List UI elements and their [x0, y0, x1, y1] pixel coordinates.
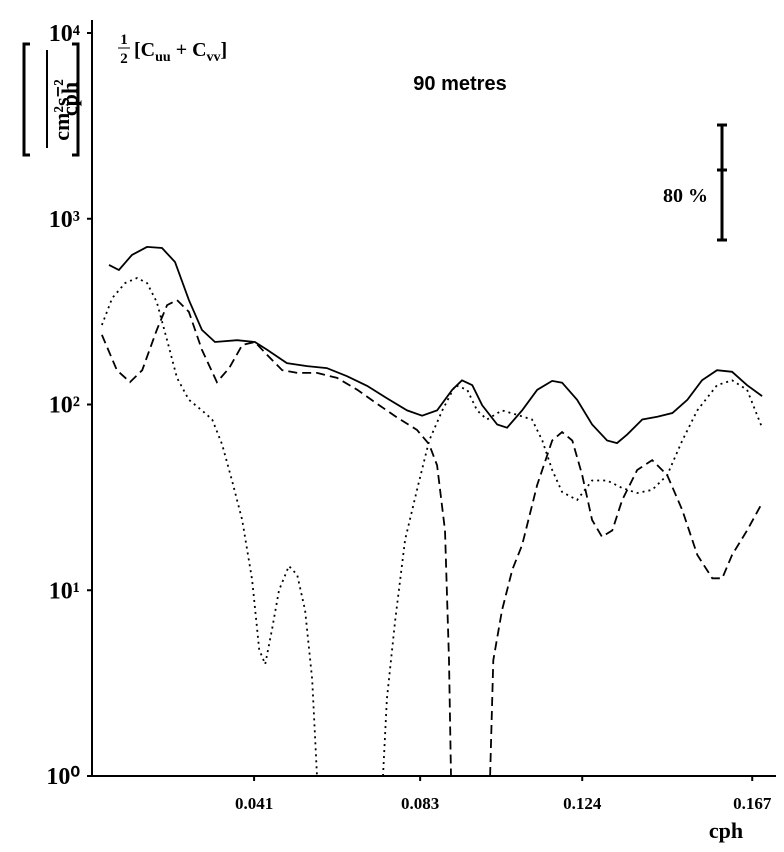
x-axis-label: cph [709, 818, 743, 843]
line-series [108, 245, 763, 445]
y-tick-label: 10³ [49, 207, 80, 233]
y-axis-label: cm²s⁻² cph [22, 42, 82, 157]
y-label-num: cm²s⁻² [49, 79, 74, 141]
confidence-label: 80 % [663, 185, 708, 207]
formula-part: + C [171, 39, 207, 61]
formula-part: vv [207, 50, 221, 65]
x-tick-label: 0.041 [235, 794, 273, 813]
formula-part: uu [155, 50, 171, 65]
y-tick-label: 10⁰ [46, 764, 80, 790]
bracket [22, 42, 80, 157]
y-tick-label: 10⁴ [49, 21, 80, 47]
formula-num: 1 [120, 32, 128, 48]
formula-den: 2 [120, 51, 128, 67]
line-series [101, 277, 763, 777]
y-tick-label: 10¹ [49, 578, 80, 604]
chart-title: 90 metres [413, 73, 506, 95]
formula-part: [C [134, 39, 155, 61]
y-tick-label: 10² [49, 393, 80, 419]
confidence-bar [717, 123, 727, 242]
line-series [101, 299, 763, 777]
formula-part: ] [221, 39, 228, 61]
formula-body: [Cuu + Cvv] [134, 39, 227, 65]
x-tick-label: 0.167 [733, 794, 772, 813]
x-tick-label: 0.124 [563, 794, 602, 813]
formula: 1 2 [Cuu + Cvv] [118, 32, 227, 67]
x-tick-label: 0.083 [401, 794, 439, 813]
